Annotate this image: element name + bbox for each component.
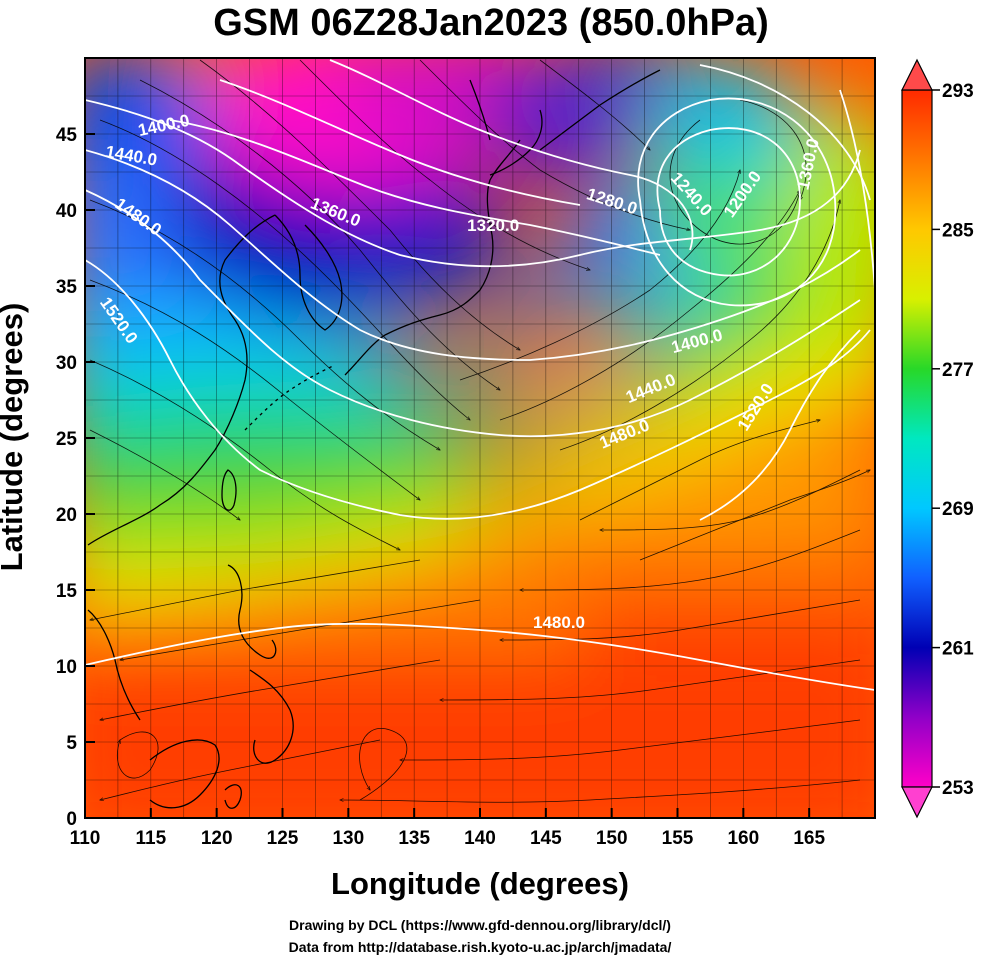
y-tick-label: 10 [56,657,77,678]
colorbar-tick-label: 285 [942,220,974,241]
x-tick-label: 165 [793,828,825,849]
y-tick-label: 5 [66,733,77,754]
y-axis-ticks: 0 5 10 15 20 25 30 35 40 45 [56,125,95,830]
x-tick-label: 125 [267,828,299,849]
contour-label: 1320.0 [467,216,519,235]
chart-title: GSM 06Z28Jan2023 (850.0hPa) [213,2,769,44]
geopotential-contours [85,59,875,691]
lat-lon-grid [85,58,875,818]
x-tick-label: 130 [332,828,364,849]
x-tick-label: 140 [464,828,496,849]
colorbar-tick-label: 261 [942,639,974,660]
y-axis-label: Latitude (degrees) [0,302,29,572]
y-tick-label: 35 [56,277,78,298]
x-axis-label: Longitude (degrees) [331,866,629,901]
y-tick-label: 0 [66,809,77,830]
y-tick-label: 15 [56,581,78,602]
colorbar-min-arrow [901,786,933,819]
y-tick-label: 45 [56,125,78,146]
colorbar-tick-label: 293 [942,81,974,102]
x-tick-label: 110 [70,828,101,849]
wind-streamlines [90,59,870,803]
x-tick-label: 145 [530,828,562,849]
credit-drawing: Drawing by DCL (https://www.gfd-dennou.o… [289,917,671,933]
colorbar-tick-label: 277 [942,360,974,381]
x-tick-label: 160 [727,828,759,849]
colorbar-body [901,89,933,788]
colorbar-ticks: 293 285 277 269 261 253 [932,81,974,799]
colorbar-max-arrow [901,58,933,91]
colorbar-tick-label: 269 [942,499,974,520]
y-tick-label: 25 [56,429,78,450]
contour-label: 1480.0 [533,613,585,632]
x-tick-label: 120 [201,828,233,849]
colorbar-tick-label: 253 [942,778,974,799]
y-tick-label: 40 [56,201,77,222]
y-tick-label: 30 [56,353,77,374]
colorbar: 293 285 277 269 261 253 [901,58,974,819]
credit-data: Data from http://database.rish.kyoto-u.a… [288,939,672,955]
x-axis-ticks: 110 115 120 125 130 135 140 145 150 155 160 165 [70,808,825,849]
x-tick-label: 135 [398,828,430,849]
x-tick-label: 150 [596,828,628,849]
y-tick-label: 20 [56,505,77,526]
temperature-field [85,58,875,818]
x-tick-label: 155 [662,828,694,849]
x-tick-label: 115 [136,828,167,849]
